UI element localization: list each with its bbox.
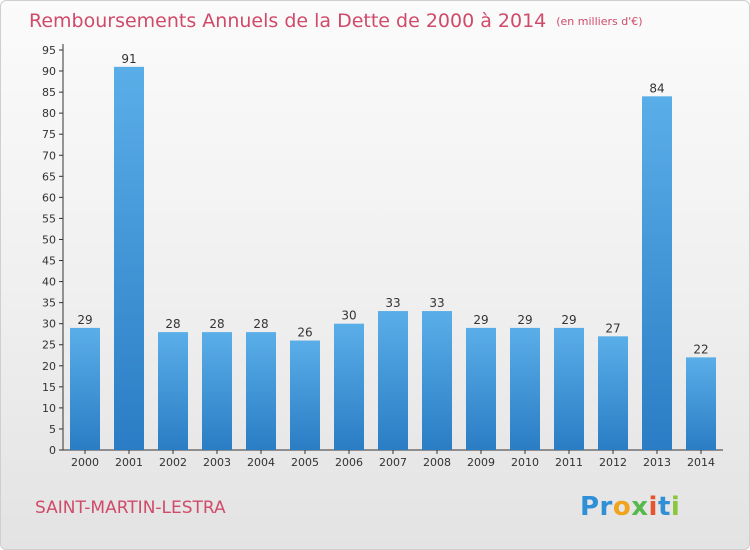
y-tick-label: 60: [42, 191, 56, 204]
x-tick-label: 2008: [423, 456, 451, 469]
logo-part-6: i: [670, 492, 681, 522]
data-label-2012: 27: [605, 321, 620, 335]
data-label-2005: 26: [297, 326, 312, 340]
bar-2010: [510, 327, 540, 450]
y-tick-label: 5: [49, 423, 56, 436]
logo-part-1: Pr: [580, 492, 613, 522]
x-tick-label: 2010: [511, 456, 539, 469]
x-tick-label: 2001: [115, 456, 143, 469]
data-label-2002: 28: [165, 317, 180, 331]
x-tick-label: 2014: [687, 456, 715, 469]
bar-2000: [70, 327, 100, 450]
x-tick-label: 2005: [291, 456, 319, 469]
bar-2001: [114, 66, 144, 450]
x-tick-label: 2002: [159, 456, 187, 469]
data-label-2003: 28: [209, 317, 224, 331]
chart-bars: [70, 66, 716, 450]
bar-2008: [422, 311, 452, 450]
data-label-2004: 28: [253, 317, 268, 331]
y-tick-label: 50: [42, 233, 56, 246]
y-tick-label: 85: [42, 86, 56, 99]
y-tick-label: 15: [42, 381, 56, 394]
y-tick-label: 75: [42, 128, 56, 141]
logo-part-5: t: [657, 492, 671, 522]
data-label-2013: 84: [649, 81, 664, 95]
y-tick-label: 55: [42, 212, 56, 225]
data-label-2007: 33: [385, 296, 400, 310]
y-tick-label: 10: [42, 402, 56, 415]
bar-chart: 0 5 10 15 20 25 30 35 40 45 50 55 60 65 70 75 80 85 90 95 20…: [42, 44, 723, 469]
x-tick-label: 2006: [335, 456, 363, 469]
logo-part-4: i: [648, 492, 658, 522]
bar-2005: [290, 340, 320, 450]
y-tick-label: 70: [42, 149, 56, 162]
y-tick-label: 35: [42, 297, 56, 310]
bar-2003: [202, 332, 232, 450]
y-tick-label: 95: [42, 44, 56, 57]
data-label-2008: 33: [429, 296, 444, 310]
data-label-2001: 91: [121, 52, 136, 66]
data-label-2010: 29: [517, 313, 532, 327]
data-label-2014: 22: [693, 342, 708, 356]
y-tick-label: 30: [42, 318, 56, 331]
bar-2004: [246, 332, 276, 450]
chart-subtitle: (en milliers d'€): [556, 15, 643, 28]
x-tick-label: 2011: [555, 456, 583, 469]
data-label-2000: 29: [77, 313, 92, 327]
logo-part-2: o: [612, 492, 632, 522]
data-label-2011: 29: [561, 313, 576, 327]
logo-part-3: x: [631, 492, 649, 522]
x-tick-label: 2012: [599, 456, 627, 469]
x-tick-label: 2013: [643, 456, 671, 469]
commune-name: SAINT-MARTIN-LESTRA: [35, 498, 226, 518]
bar-2009: [466, 327, 496, 450]
data-label-2006: 30: [341, 309, 356, 323]
bar-2007: [378, 311, 408, 450]
x-tick-label: 2009: [467, 456, 495, 469]
y-tick-label: 0: [49, 444, 56, 457]
y-tick-label: 90: [42, 65, 56, 78]
chart-title: Remboursements Annuels de la Dette de 20…: [29, 9, 643, 34]
chart-data-labels: 29 91 28 28 28 26 30 33 33 29 29 29 27 84 22: [77, 52, 708, 357]
x-tick-label: 2000: [71, 456, 99, 469]
x-tick-label: 2003: [203, 456, 231, 469]
y-tick-label: 40: [42, 276, 56, 289]
bar-2013: [642, 96, 672, 450]
bar-2011: [554, 327, 584, 450]
y-tick-label: 20: [42, 360, 56, 373]
data-label-2009: 29: [473, 313, 488, 327]
x-tick-label: 2007: [379, 456, 407, 469]
bar-2012: [598, 336, 628, 450]
chart-title-text: Remboursements Annuels de la Dette de 20…: [29, 10, 547, 32]
y-tick-label: 80: [42, 107, 56, 120]
bar-2014: [686, 357, 716, 450]
y-tick-label: 65: [42, 170, 56, 183]
y-tick-label: 45: [42, 255, 56, 268]
bar-2006: [334, 323, 364, 450]
bar-2002: [158, 332, 188, 450]
proxiti-logo: Proxiti: [580, 491, 680, 523]
y-tick-label: 25: [42, 339, 56, 352]
x-tick-label: 2004: [247, 456, 275, 469]
